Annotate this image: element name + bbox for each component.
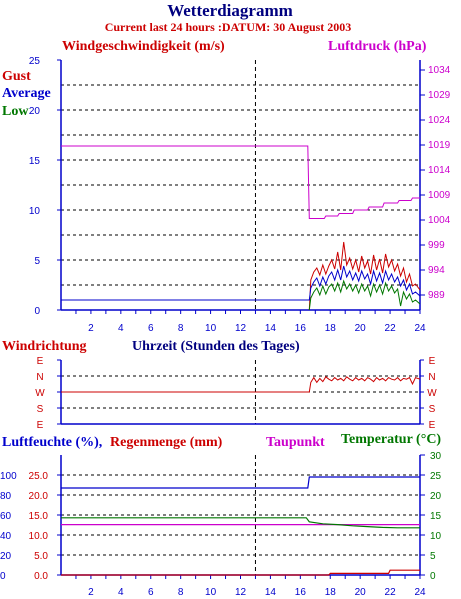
low-series-line [308, 279, 421, 311]
dewpoint-label: Taupunkt [266, 435, 325, 450]
direction-tick-label-left: S [37, 404, 44, 415]
x-tick-label: 20 [355, 587, 367, 598]
wind-speed-tick-label: 15 [29, 156, 41, 167]
temperature-tick-label: 5 [430, 551, 436, 562]
direction-tick-label-left: E [37, 356, 44, 367]
x-tick-label: 14 [265, 323, 277, 334]
x-tick-label: 22 [385, 323, 397, 334]
x-tick-label: 16 [295, 587, 307, 598]
direction-tick-label-left: E [37, 420, 44, 431]
wind-speed-tick-label: 5 [34, 256, 40, 267]
x-tick-label: 24 [414, 587, 426, 598]
legend-average: Average [2, 86, 51, 101]
x-tick-label: 14 [265, 587, 277, 598]
wind-direction-series-line [61, 376, 421, 393]
direction-tick-label-right: E [429, 356, 436, 367]
pressure-axis-label: Luftdruck (hPa) [328, 39, 427, 54]
x-tick-label: 12 [235, 587, 247, 598]
humidity-tick-label: 80 [0, 491, 12, 502]
x-tick-label: 16 [295, 323, 307, 334]
pressure-tick-label: 1004 [428, 215, 451, 226]
rain-tick-label: 5.0 [34, 551, 48, 562]
temperature-tick-label: 25 [430, 471, 442, 482]
humidity-tick-label: 40 [0, 531, 12, 542]
pressure-tick-label: 989 [428, 290, 445, 301]
pressure-series-line [61, 145, 420, 219]
temperature-tick-label: 0 [430, 571, 436, 582]
rain-label: Regenmenge (mm) [110, 435, 223, 450]
x-tick-label: 18 [325, 323, 337, 334]
average-series-line [61, 265, 421, 301]
x-tick-label: 22 [385, 587, 397, 598]
direction-tick-label-left: W [35, 388, 45, 399]
temperature-tick-label: 10 [430, 531, 442, 542]
x-tick-label: 6 [148, 323, 154, 334]
temperature-series-line [61, 517, 420, 529]
temperature-label-unit: °C) [421, 432, 442, 447]
x-tick-label: 24 [414, 323, 426, 334]
rain-tick-label: 10.0 [29, 531, 49, 542]
diagram-title: Wetterdiagramm [167, 1, 293, 20]
wind-speed-tick-label: 20 [29, 106, 41, 117]
direction-tick-label-right: N [428, 372, 435, 383]
rain-tick-label: 15.0 [29, 511, 49, 522]
x-tick-label: 2 [88, 323, 94, 334]
x-tick-label: 6 [148, 587, 154, 598]
temperature-tick-label: 15 [430, 511, 442, 522]
wind-pressure-plot: 0510152025989994999100410091014101910241… [29, 56, 451, 334]
wind-speed-axis-label: Windgeschwindigkeit (m/s) [62, 39, 225, 54]
pressure-tick-label: 1034 [428, 65, 451, 76]
humidity-tick-label: 60 [0, 511, 12, 522]
humidity-temperature-plot: 0 20 40 60 80 100 0.0 5.0 10.0 15.0 20.0 25.0 0 5 10 15… [0, 451, 442, 598]
x-tick-label: 12 [235, 323, 247, 334]
pressure-tick-label: 994 [428, 265, 445, 276]
wind-direction-plot: E EN NW WS SE E [35, 356, 437, 431]
pressure-tick-label: 1014 [428, 165, 451, 176]
time-axis-label: Uhrzeit (Stunden des Tages) [132, 339, 300, 354]
pressure-tick-label: 1024 [428, 115, 451, 126]
gust-series-line [308, 241, 421, 311]
direction-tick-label-right: E [429, 420, 436, 431]
rain-tick-label: 0.0 [34, 571, 48, 582]
x-tick-label: 2 [88, 587, 94, 598]
humidity-tick-label: 100 [0, 471, 17, 482]
pressure-tick-label: 999 [428, 240, 445, 251]
humidity-label: Luftfeuchte (%), [2, 435, 102, 450]
wind-speed-tick-label: 10 [29, 206, 41, 217]
humidity-series-line [61, 476, 420, 489]
x-tick-label: 4 [118, 587, 124, 598]
diagram-subtitle: Current last 24 hours :DATUM: 30 August … [105, 20, 352, 34]
x-tick-label: 10 [205, 587, 217, 598]
wind-direction-label: Windrichtung [2, 339, 87, 354]
pressure-tick-label: 1019 [428, 140, 451, 151]
temperature-tick-label: 20 [430, 491, 442, 502]
pressure-tick-label: 1029 [428, 90, 451, 101]
temperature-label-text: Temperatur ( [341, 432, 421, 447]
rain-tick-label: 25.0 [29, 471, 49, 482]
x-tick-label: 8 [178, 323, 184, 334]
rain-tick-label: 20.0 [29, 491, 49, 502]
pressure-tick-label: 1009 [428, 190, 451, 201]
x-tick-label: 4 [118, 323, 124, 334]
direction-tick-label-right: W [427, 388, 437, 399]
humidity-tick-label: 20 [0, 551, 12, 562]
wind-speed-tick-label: 0 [34, 306, 40, 317]
x-tick-label: 20 [355, 323, 367, 334]
legend-low: Low [2, 104, 29, 119]
wind-speed-tick-label: 25 [29, 56, 41, 67]
temperature-tick-label: 30 [430, 451, 442, 462]
x-tick-label: 18 [325, 587, 337, 598]
direction-tick-label-right: S [429, 404, 436, 415]
legend-gust: Gust [2, 69, 31, 84]
direction-tick-label-left: N [36, 372, 43, 383]
x-tick-label: 8 [178, 587, 184, 598]
temperature-label: Temperatur (°C) [341, 432, 441, 447]
x-tick-label: 10 [205, 323, 217, 334]
humidity-tick-label: 0 [0, 571, 6, 582]
rain-series-line [61, 569, 420, 576]
